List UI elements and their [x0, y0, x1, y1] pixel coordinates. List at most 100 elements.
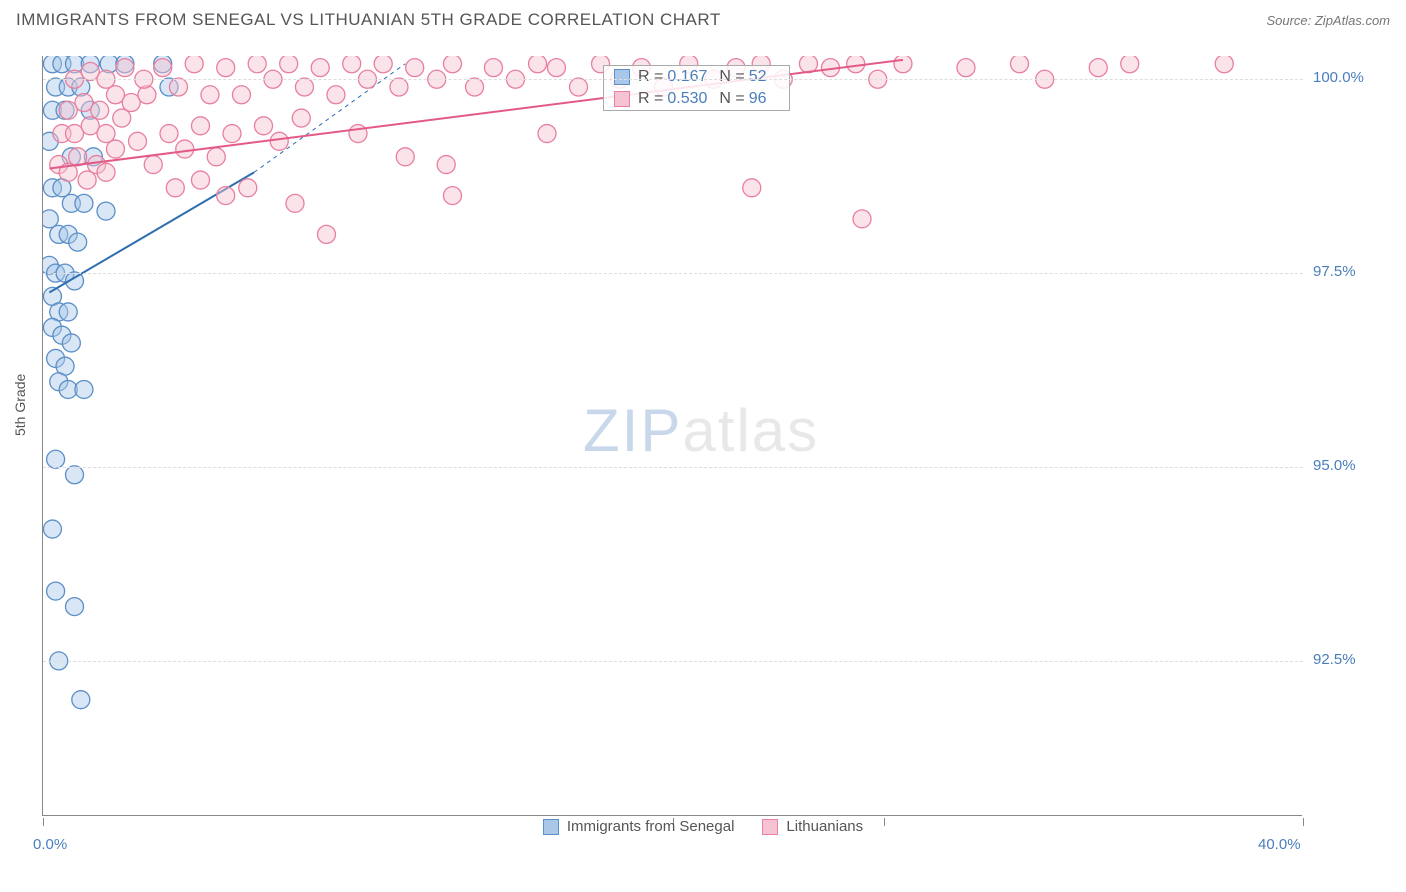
data-point: [406, 59, 424, 77]
data-point: [318, 225, 336, 243]
y-axis-label: 5th Grade: [12, 374, 28, 436]
data-point: [113, 109, 131, 127]
data-point: [106, 140, 124, 158]
legend-swatch: [762, 819, 778, 835]
data-point: [374, 56, 392, 73]
data-point: [97, 125, 115, 143]
gridline: [43, 467, 1303, 468]
x-tick-label: 0.0%: [33, 836, 67, 853]
data-point: [97, 202, 115, 220]
data-point: [185, 56, 203, 73]
data-point: [343, 56, 361, 73]
gridline: [43, 273, 1303, 274]
data-point: [239, 179, 257, 197]
data-point: [47, 450, 65, 468]
data-point: [138, 86, 156, 104]
data-point: [248, 56, 266, 73]
y-tick-label: 100.0%: [1313, 69, 1364, 86]
y-tick-label: 95.0%: [1313, 457, 1356, 474]
data-point: [1215, 56, 1233, 73]
data-point: [349, 125, 367, 143]
data-point: [129, 132, 147, 150]
gridline: [43, 79, 1303, 80]
data-point: [232, 86, 250, 104]
data-point: [66, 466, 84, 484]
data-point: [311, 59, 329, 77]
data-point: [444, 187, 462, 205]
data-point: [62, 334, 80, 352]
source-label: Source: ZipAtlas.com: [1266, 13, 1390, 28]
data-point: [437, 156, 455, 174]
data-point: [43, 520, 61, 538]
chart-container: 5th Grade ZIPatlas R = 0.167N = 52R = 0.…: [42, 56, 1392, 816]
stats-r-label: R =: [638, 68, 663, 86]
stats-n-label: N =: [719, 68, 744, 86]
plot-area: ZIPatlas R = 0.167N = 52R = 0.530N = 96 …: [42, 56, 1302, 816]
data-point: [116, 59, 134, 77]
scatter-svg: [43, 56, 1303, 816]
data-point: [327, 86, 345, 104]
data-point: [223, 125, 241, 143]
data-point: [390, 78, 408, 96]
data-point: [166, 179, 184, 197]
data-point: [97, 163, 115, 181]
data-point: [154, 59, 172, 77]
data-point: [743, 179, 761, 197]
stats-r-label: R =: [638, 90, 663, 108]
gridline: [43, 661, 1303, 662]
stats-row: R = 0.167 N = 52: [604, 66, 789, 88]
data-point: [144, 156, 162, 174]
data-point: [1011, 56, 1029, 73]
data-point: [192, 171, 210, 189]
data-point: [192, 117, 210, 135]
stats-r-value: 0.530: [667, 90, 707, 108]
stats-row: R = 0.530 N = 96: [604, 88, 789, 110]
legend-swatch: [543, 819, 559, 835]
y-tick-label: 92.5%: [1313, 651, 1356, 668]
chart-title: IMMIGRANTS FROM SENEGAL VS LITHUANIAN 5T…: [16, 10, 721, 30]
data-point: [286, 194, 304, 212]
data-point: [59, 303, 77, 321]
data-point: [444, 56, 462, 73]
data-point: [176, 140, 194, 158]
data-point: [75, 194, 93, 212]
data-point: [255, 117, 273, 135]
legend-label: Lithuanians: [786, 818, 863, 835]
data-point: [280, 56, 298, 73]
data-point: [957, 59, 975, 77]
data-point: [78, 171, 96, 189]
data-point: [169, 78, 187, 96]
legend: Immigrants from Senegal Lithuanians: [0, 818, 1406, 835]
y-tick-label: 97.5%: [1313, 263, 1356, 280]
data-point: [538, 125, 556, 143]
x-tick-label: 40.0%: [1258, 836, 1301, 853]
data-point: [66, 598, 84, 616]
data-point: [570, 78, 588, 96]
stats-r-value: 0.167: [667, 68, 707, 86]
correlation-stats-box: R = 0.167 N = 52 R = 0.530 N = 96: [603, 65, 790, 111]
stats-n-value: 96: [749, 90, 767, 108]
data-point: [217, 59, 235, 77]
data-point: [91, 101, 109, 119]
data-point: [547, 59, 565, 77]
data-point: [1121, 56, 1139, 73]
stats-swatch: [614, 91, 630, 107]
data-point: [484, 59, 502, 77]
stats-swatch: [614, 69, 630, 85]
data-point: [69, 233, 87, 251]
stats-n-label: N =: [719, 90, 744, 108]
data-point: [72, 691, 90, 709]
data-point: [201, 86, 219, 104]
data-point: [160, 125, 178, 143]
legend-item: Immigrants from Senegal: [543, 818, 735, 835]
data-point: [270, 132, 288, 150]
data-point: [853, 210, 871, 228]
data-point: [466, 78, 484, 96]
data-point: [47, 582, 65, 600]
data-point: [207, 148, 225, 166]
data-point: [217, 187, 235, 205]
data-point: [396, 148, 414, 166]
legend-label: Immigrants from Senegal: [567, 818, 735, 835]
data-point: [529, 56, 547, 73]
stats-n-value: 52: [749, 68, 767, 86]
